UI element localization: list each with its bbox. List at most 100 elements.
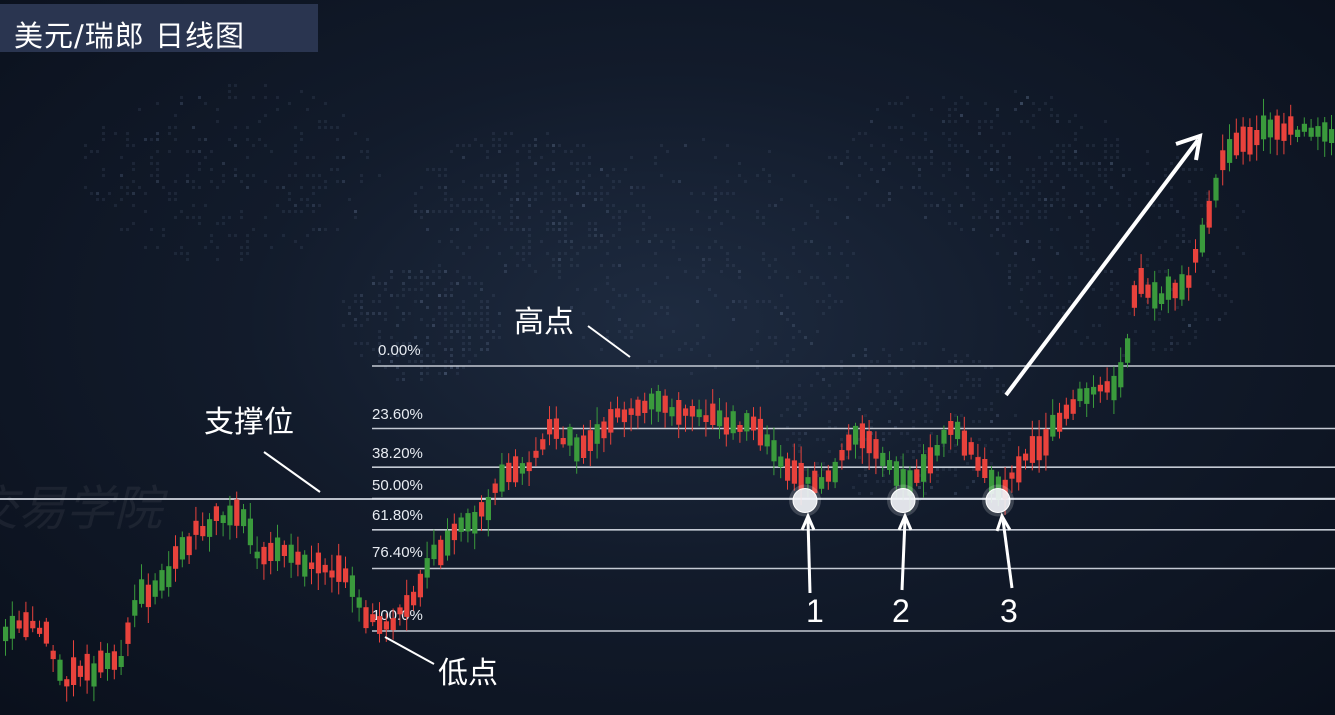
candle <box>9 601 15 650</box>
world-map-dots <box>84 84 1245 501</box>
candle <box>887 451 893 475</box>
candle <box>200 512 206 541</box>
candle <box>370 603 376 627</box>
candle <box>649 388 655 425</box>
candle <box>791 443 797 491</box>
candle <box>1070 389 1076 420</box>
candle <box>1254 115 1260 161</box>
candle <box>927 434 933 483</box>
candle <box>84 644 90 694</box>
candle <box>315 543 321 590</box>
candle <box>642 392 648 424</box>
candle <box>139 564 145 608</box>
candle <box>948 413 954 450</box>
candle <box>560 426 566 448</box>
candle <box>302 550 308 587</box>
candle <box>757 406 763 451</box>
candle <box>1118 347 1124 398</box>
candle <box>295 536 301 577</box>
candle <box>1063 397 1069 426</box>
candle <box>179 531 185 568</box>
candle <box>1057 402 1063 439</box>
fib-level-3: 50.00% <box>372 477 1335 500</box>
candle <box>16 610 22 633</box>
candle <box>1267 112 1273 154</box>
candle <box>411 585 417 611</box>
candle <box>819 462 825 494</box>
candle <box>50 645 56 672</box>
candle <box>506 453 512 490</box>
candle <box>329 554 335 593</box>
candle <box>485 489 491 537</box>
candle <box>186 532 192 564</box>
candle <box>254 536 260 569</box>
candle <box>1301 117 1307 137</box>
candle <box>23 601 29 641</box>
candle <box>1084 382 1090 417</box>
candle <box>64 676 70 702</box>
candle <box>710 389 716 430</box>
candle <box>424 541 430 589</box>
candle <box>390 608 396 640</box>
candle <box>234 491 240 539</box>
candle <box>567 423 573 456</box>
candle <box>1227 124 1233 172</box>
touch-markers <box>789 484 1014 517</box>
candle <box>349 566 355 613</box>
candle <box>832 458 838 489</box>
candle <box>941 425 947 457</box>
candle <box>859 415 865 464</box>
candle <box>91 655 97 702</box>
candle <box>458 512 464 542</box>
candle <box>587 420 593 467</box>
candle <box>547 406 553 446</box>
candle <box>417 569 423 607</box>
candle <box>438 535 444 569</box>
candle <box>241 504 247 534</box>
fib-label-1: 23.60% <box>372 406 423 423</box>
candle <box>1077 381 1083 407</box>
candle <box>628 398 634 432</box>
touch-label-3: 3 <box>1000 593 1018 629</box>
candle <box>227 495 233 540</box>
touch-marker-3 <box>982 484 1014 517</box>
candle <box>30 606 36 633</box>
candle <box>111 644 117 680</box>
candle <box>703 399 709 437</box>
support-pointer <box>263 451 321 493</box>
candle <box>853 422 859 459</box>
candle <box>105 643 111 681</box>
candle <box>519 457 525 485</box>
fib-level-1: 23.60% <box>372 406 1335 430</box>
candle <box>1036 420 1042 473</box>
candle <box>465 508 471 543</box>
candle <box>1261 98 1267 151</box>
candle <box>1104 367 1110 400</box>
candle <box>873 431 879 475</box>
candle <box>676 392 682 439</box>
candle <box>751 407 757 441</box>
candle <box>812 461 818 498</box>
candle <box>696 399 702 427</box>
candle <box>594 407 600 459</box>
candle <box>1023 448 1029 470</box>
candle <box>621 401 627 438</box>
candle <box>1247 118 1253 162</box>
arrow-3 <box>995 512 1014 589</box>
candle <box>1111 366 1117 414</box>
candle <box>825 464 831 490</box>
candle <box>220 511 226 537</box>
candle <box>581 424 587 464</box>
fib-level-6: 100.0% <box>372 607 1335 632</box>
trend-arrow <box>1004 133 1203 397</box>
candle <box>1308 119 1314 141</box>
candles <box>3 98 1335 702</box>
candle <box>533 437 539 467</box>
candle <box>98 641 104 678</box>
candle <box>513 449 519 487</box>
candle <box>288 533 294 578</box>
candle <box>1220 134 1226 186</box>
candle <box>635 396 641 429</box>
candle <box>145 573 151 623</box>
